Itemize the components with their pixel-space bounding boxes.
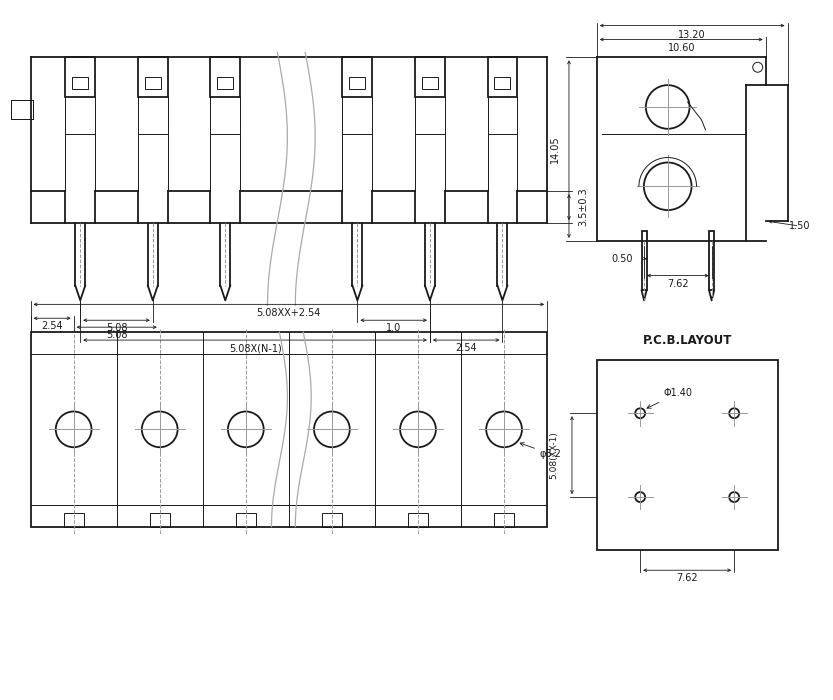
Bar	[72, 77, 88, 89]
Bar	[31, 332, 547, 526]
Text: 2.54: 2.54	[456, 343, 477, 353]
Text: 3.5±0.3: 3.5±0.3	[578, 188, 588, 227]
Bar	[236, 512, 256, 526]
Text: 5.08: 5.08	[106, 330, 127, 340]
Bar	[11, 99, 32, 119]
Text: 7.62: 7.62	[667, 279, 689, 288]
Text: 5.08XX+2.54: 5.08XX+2.54	[257, 308, 321, 318]
Bar	[11, 99, 32, 119]
Bar	[11, 99, 32, 119]
Bar	[709, 231, 714, 290]
Bar	[494, 512, 514, 526]
Text: φ3.2: φ3.2	[520, 442, 561, 459]
Bar	[63, 512, 83, 526]
Bar	[342, 57, 372, 97]
Text: 14.05: 14.05	[550, 135, 560, 163]
Bar	[145, 77, 161, 89]
Bar	[350, 77, 366, 89]
Text: 0.50: 0.50	[611, 253, 633, 264]
Text: 7.62: 7.62	[676, 573, 698, 583]
Bar	[65, 57, 95, 97]
Bar	[408, 512, 428, 526]
Text: 2.54: 2.54	[42, 321, 63, 331]
Bar	[422, 77, 438, 89]
Text: Φ1.40: Φ1.40	[647, 389, 692, 408]
Text: 5.08(XX-1): 5.08(XX-1)	[550, 431, 559, 479]
Bar	[415, 57, 445, 97]
Text: 5.08: 5.08	[106, 323, 127, 333]
Bar	[495, 77, 511, 89]
Bar	[11, 99, 32, 119]
Bar	[641, 231, 646, 290]
Bar	[150, 512, 170, 526]
Bar	[596, 360, 777, 550]
Bar	[217, 77, 233, 89]
Text: 5.08X(N-1): 5.08X(N-1)	[229, 343, 282, 353]
Text: 1.0: 1.0	[386, 323, 402, 333]
Text: 10.60: 10.60	[667, 43, 695, 53]
Bar	[322, 512, 342, 526]
Text: P.C.B.LAYOUT: P.C.B.LAYOUT	[642, 334, 732, 346]
Text: 1.50: 1.50	[789, 221, 811, 231]
Text: 13.20: 13.20	[678, 29, 706, 39]
Bar	[138, 57, 167, 97]
Bar	[487, 57, 517, 97]
Bar	[11, 99, 32, 119]
Bar	[211, 57, 240, 97]
Bar	[11, 99, 32, 119]
